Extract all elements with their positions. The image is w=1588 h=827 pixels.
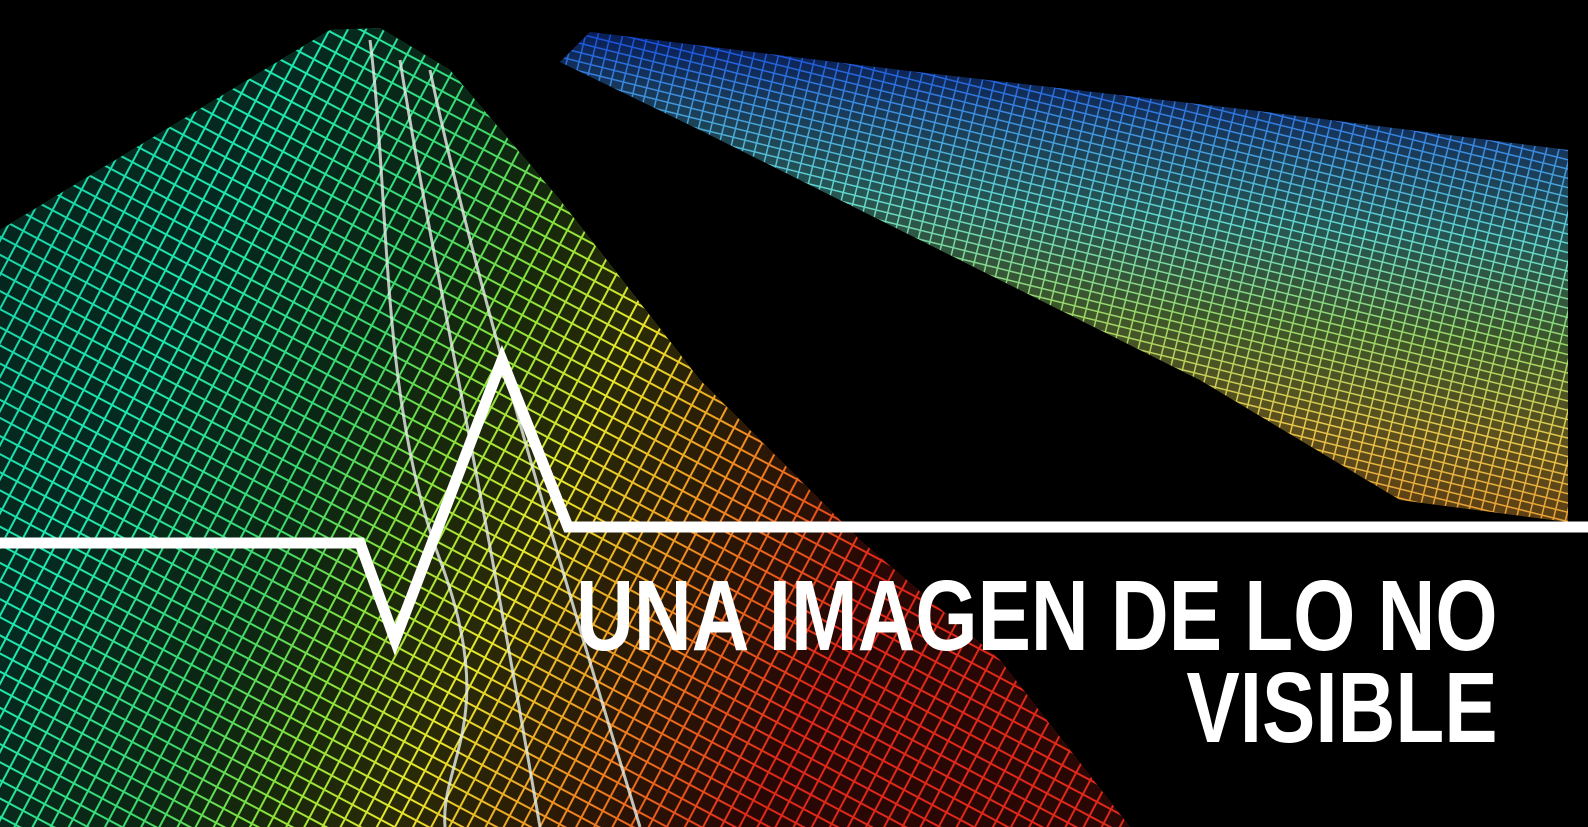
- headline-line: VISIBLE: [1186, 653, 1497, 765]
- mesh-grid: [560, 32, 1568, 522]
- left-mesh: [0, 28, 1130, 827]
- headline-line: UNA IMAGEN DE LO NO: [576, 561, 1497, 673]
- pulse-line: [0, 344, 1588, 656]
- mesh-grid: [0, 28, 1130, 827]
- headline-group: UNA IMAGEN DE LO NO VISIBLE: [576, 561, 1497, 765]
- right-mesh: [560, 32, 1568, 522]
